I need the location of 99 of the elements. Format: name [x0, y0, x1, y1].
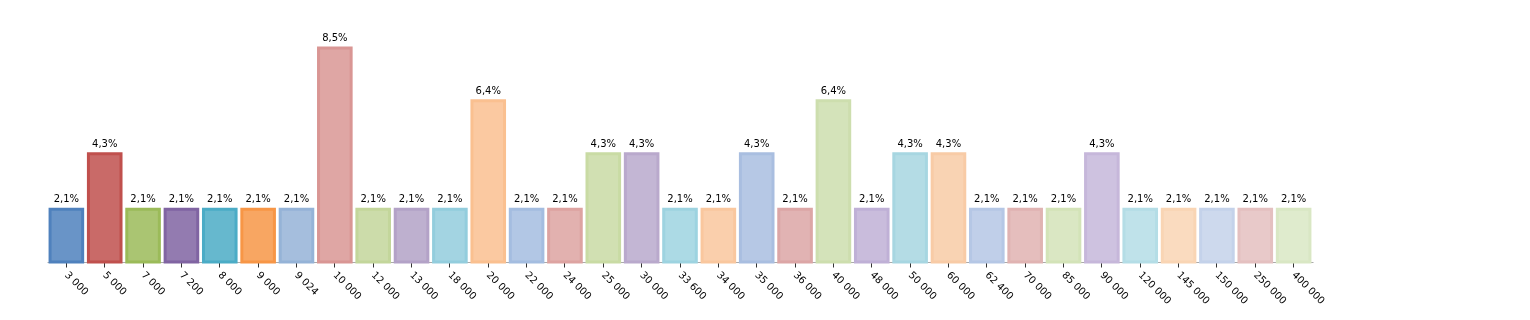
data-label: 6,4%	[820, 84, 847, 96]
bar	[1045, 207, 1082, 264]
bar	[1237, 207, 1274, 264]
x-tick-label: 50 000	[906, 269, 940, 302]
data-label: 2,1%	[859, 193, 885, 205]
bar	[432, 207, 468, 264]
bar	[930, 152, 967, 264]
x-tick-label: 9 000	[254, 269, 283, 298]
data-label: 2,1%	[283, 193, 310, 205]
bar	[240, 207, 276, 264]
x-tick-label: 36 000	[791, 269, 825, 302]
bar	[508, 207, 545, 264]
x-tick-label: 5 000	[101, 269, 130, 298]
bar	[470, 99, 507, 264]
bar	[815, 99, 852, 264]
x-tick-label: 24 000	[561, 269, 594, 302]
data-label: 2,1%	[1204, 193, 1230, 205]
x-tick-label: 25 000	[599, 269, 633, 302]
x-tick-label: 7 000	[139, 269, 168, 298]
x-tick-label: 22 000	[523, 269, 556, 302]
bar	[278, 207, 315, 264]
x-tick-label: 90 000	[1098, 269, 1131, 302]
data-label: 8,5%	[322, 32, 348, 43]
x-tick-label: 10 000	[331, 269, 364, 302]
x-tick-label: 40 000	[829, 269, 863, 302]
x-tick-label: 48 000	[868, 269, 901, 302]
bar	[1122, 207, 1159, 264]
data-label: 2,1%	[130, 193, 156, 205]
data-label: 2,1%	[513, 193, 540, 205]
x-tick-label: 62 400	[983, 269, 1016, 302]
bar	[86, 152, 123, 264]
x-tick-label: 13 000	[408, 269, 441, 302]
bar	[1160, 207, 1197, 264]
data-label: 2,1%	[1050, 193, 1077, 205]
data-label: 2,1%	[207, 193, 233, 205]
x-tick-label: 34 000	[714, 269, 748, 302]
data-label: 2,1%	[1012, 193, 1038, 205]
data-label: 4,3%	[628, 137, 655, 149]
data-label: 2,1%	[974, 193, 1000, 205]
bar	[547, 207, 583, 264]
x-tick-label: 8 000	[216, 269, 245, 298]
x-tick-label: 20 000	[484, 269, 518, 302]
data-label: 2,1%	[360, 193, 386, 205]
data-label: 2,1%	[552, 193, 578, 205]
bar	[969, 207, 1005, 264]
bar	[125, 207, 161, 264]
bar	[1199, 207, 1235, 264]
bar	[623, 152, 660, 264]
bar	[163, 207, 200, 264]
data-label: 4,3%	[1089, 137, 1115, 149]
data-label: 2,1%	[53, 193, 80, 205]
data-label: 4,3%	[935, 137, 962, 149]
x-tick-label: 7 200	[177, 269, 206, 298]
data-label: 2,1%	[1242, 193, 1268, 205]
x-tick-label: 33 600	[676, 269, 709, 302]
data-label: 2,1%	[1280, 193, 1307, 205]
data-label: 2,1%	[1127, 193, 1153, 205]
data-label: 2,1%	[667, 193, 693, 205]
x-tick-label: 60 000	[944, 269, 978, 302]
bar	[317, 46, 353, 264]
data-label: 4,3%	[590, 137, 616, 149]
bar	[892, 152, 928, 264]
x-tick-label: 150 000	[1213, 269, 1251, 307]
data-label: 6,4%	[475, 84, 501, 96]
bar	[1007, 207, 1043, 264]
x-tick-label: 18 000	[446, 269, 479, 302]
x-tick-label: 85 000	[1059, 269, 1093, 302]
data-label: 2,1%	[705, 193, 732, 205]
x-tick-label: 145 000	[1175, 269, 1213, 307]
bar	[585, 152, 622, 264]
bar	[393, 207, 430, 264]
bar	[777, 207, 813, 264]
data-label: 2,1%	[168, 193, 195, 205]
bar	[662, 207, 698, 264]
data-label: 2,1%	[245, 193, 271, 205]
x-tick-label: 3 000	[62, 269, 91, 298]
x-tick-label: 9 024	[292, 269, 321, 298]
bar	[48, 207, 85, 264]
data-label: 4,3%	[744, 137, 770, 149]
data-label: 2,1%	[782, 193, 808, 205]
data-label: 2,1%	[398, 193, 425, 205]
bar	[1084, 152, 1120, 264]
bar	[201, 207, 238, 264]
data-label: 4,3%	[897, 137, 923, 149]
bar	[738, 152, 775, 264]
bar	[853, 207, 890, 264]
data-label: 2,1%	[1165, 193, 1192, 205]
x-tick-label: 70 000	[1021, 269, 1055, 302]
x-tick-label: 250 000	[1251, 269, 1289, 307]
x-tick-label: 30 000	[638, 269, 671, 302]
bar	[355, 207, 391, 264]
data-label: 4,3%	[92, 137, 118, 149]
x-tick-label: 12 000	[369, 269, 403, 302]
data-label: 2,1%	[437, 193, 463, 205]
bar	[700, 207, 737, 264]
bar	[1275, 207, 1312, 264]
x-tick-label: 400 000	[1290, 269, 1328, 307]
x-tick-label: 35 000	[753, 269, 786, 302]
x-tick-label: 120 000	[1136, 269, 1174, 307]
